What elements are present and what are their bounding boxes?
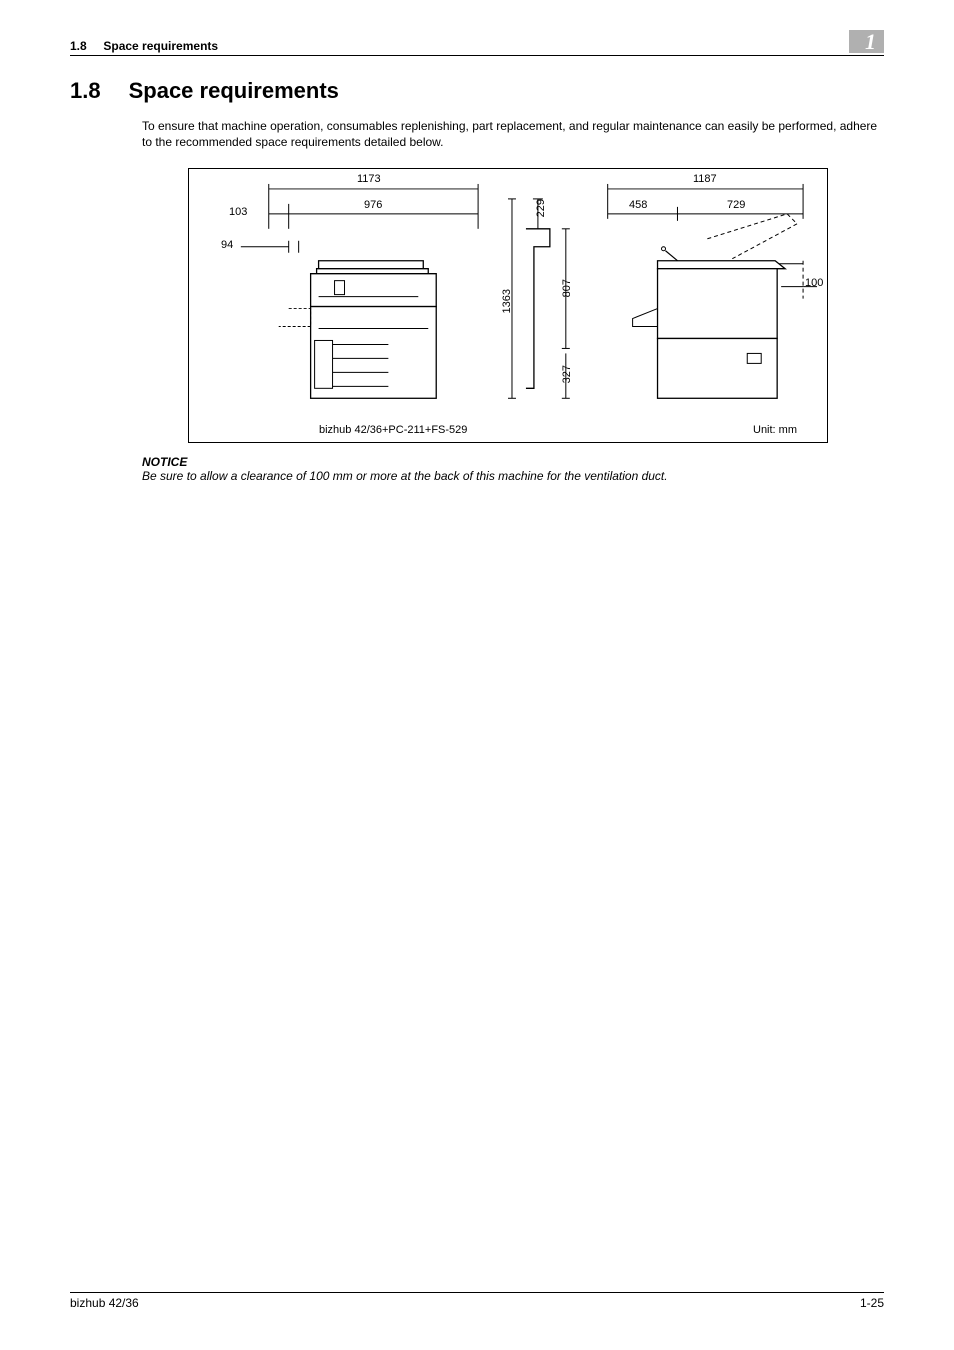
notice-body: Be sure to allow a clearance of 100 mm o… bbox=[142, 469, 884, 483]
dim-right-b: 729 bbox=[727, 199, 745, 211]
dim-mid-body: 807 bbox=[561, 279, 573, 297]
diagram-unit-caption: Unit: mm bbox=[753, 424, 797, 436]
dim-mid-top: 229 bbox=[535, 199, 547, 217]
space-diagram: 1173 103 976 94 229 1363 807 327 1187 45… bbox=[188, 168, 828, 443]
page-header: 1.8 Space requirements 1 bbox=[70, 30, 884, 56]
section-number: 1.8 bbox=[70, 78, 101, 104]
dim-top-left-total: 1173 bbox=[357, 173, 381, 185]
dim-mid-height: 1363 bbox=[501, 289, 513, 313]
dim-left-gap: 103 bbox=[229, 206, 247, 218]
section-heading: 1.8 Space requirements bbox=[70, 78, 884, 104]
dim-mid-bottom: 327 bbox=[561, 365, 573, 383]
page-footer: bizhub 42/36 1-25 bbox=[70, 1292, 884, 1310]
chapter-tab: 1 bbox=[849, 30, 884, 53]
dim-left-side: 94 bbox=[221, 239, 233, 251]
dim-right-clear: 100 bbox=[805, 277, 823, 289]
section-name: Space requirements bbox=[129, 78, 339, 104]
footer-page: 1-25 bbox=[860, 1296, 884, 1310]
header-section-title: Space requirements bbox=[103, 39, 218, 53]
diagram-model-caption: bizhub 42/36+PC-211+FS-529 bbox=[319, 424, 467, 436]
dim-right-total: 1187 bbox=[693, 173, 717, 185]
notice: NOTICE Be sure to allow a clearance of 1… bbox=[142, 455, 884, 483]
notice-heading: NOTICE bbox=[142, 455, 884, 469]
header-breadcrumb: 1.8 Space requirements bbox=[70, 39, 218, 53]
diagram-caption: bizhub 42/36+PC-211+FS-529 Unit: mm bbox=[189, 424, 827, 436]
header-section-num: 1.8 bbox=[70, 39, 87, 53]
dim-right-a: 458 bbox=[629, 199, 647, 211]
section-intro: To ensure that machine operation, consum… bbox=[142, 118, 884, 150]
dim-left-width: 976 bbox=[364, 199, 382, 211]
footer-model: bizhub 42/36 bbox=[70, 1296, 139, 1310]
